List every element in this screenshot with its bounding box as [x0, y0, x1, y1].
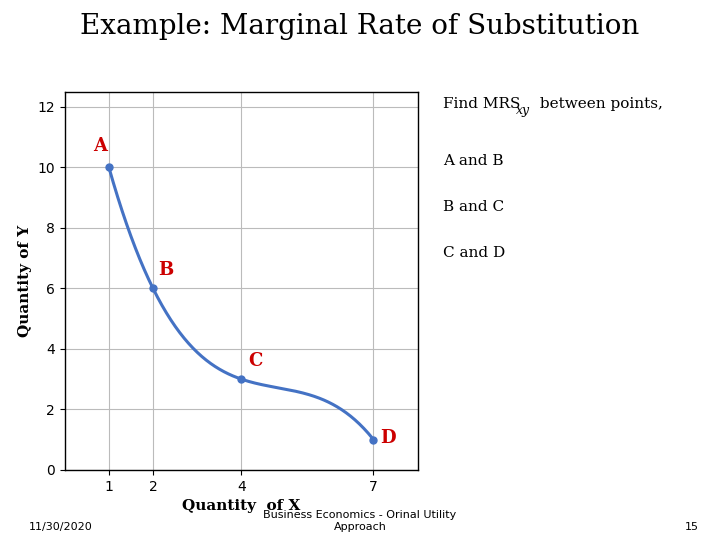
- Text: A: A: [93, 137, 107, 156]
- Text: between points,: between points,: [535, 97, 663, 111]
- Text: 11/30/2020: 11/30/2020: [29, 522, 93, 532]
- Text: Find MRS: Find MRS: [443, 97, 520, 111]
- Text: B and C: B and C: [443, 200, 504, 214]
- Text: C and D: C and D: [443, 246, 505, 260]
- Text: D: D: [380, 429, 396, 447]
- X-axis label: Quantity  of X: Quantity of X: [182, 499, 300, 513]
- Text: xy: xy: [516, 104, 530, 117]
- Text: B: B: [158, 261, 174, 279]
- Text: Business Economics - Orinal Utility
Approach: Business Economics - Orinal Utility Appr…: [264, 510, 456, 532]
- Y-axis label: Quantity of Y: Quantity of Y: [18, 225, 32, 337]
- Text: C: C: [248, 352, 262, 370]
- Text: 15: 15: [685, 522, 698, 532]
- Text: A and B: A and B: [443, 154, 503, 168]
- Text: Example: Marginal Rate of Substitution: Example: Marginal Rate of Substitution: [81, 14, 639, 40]
